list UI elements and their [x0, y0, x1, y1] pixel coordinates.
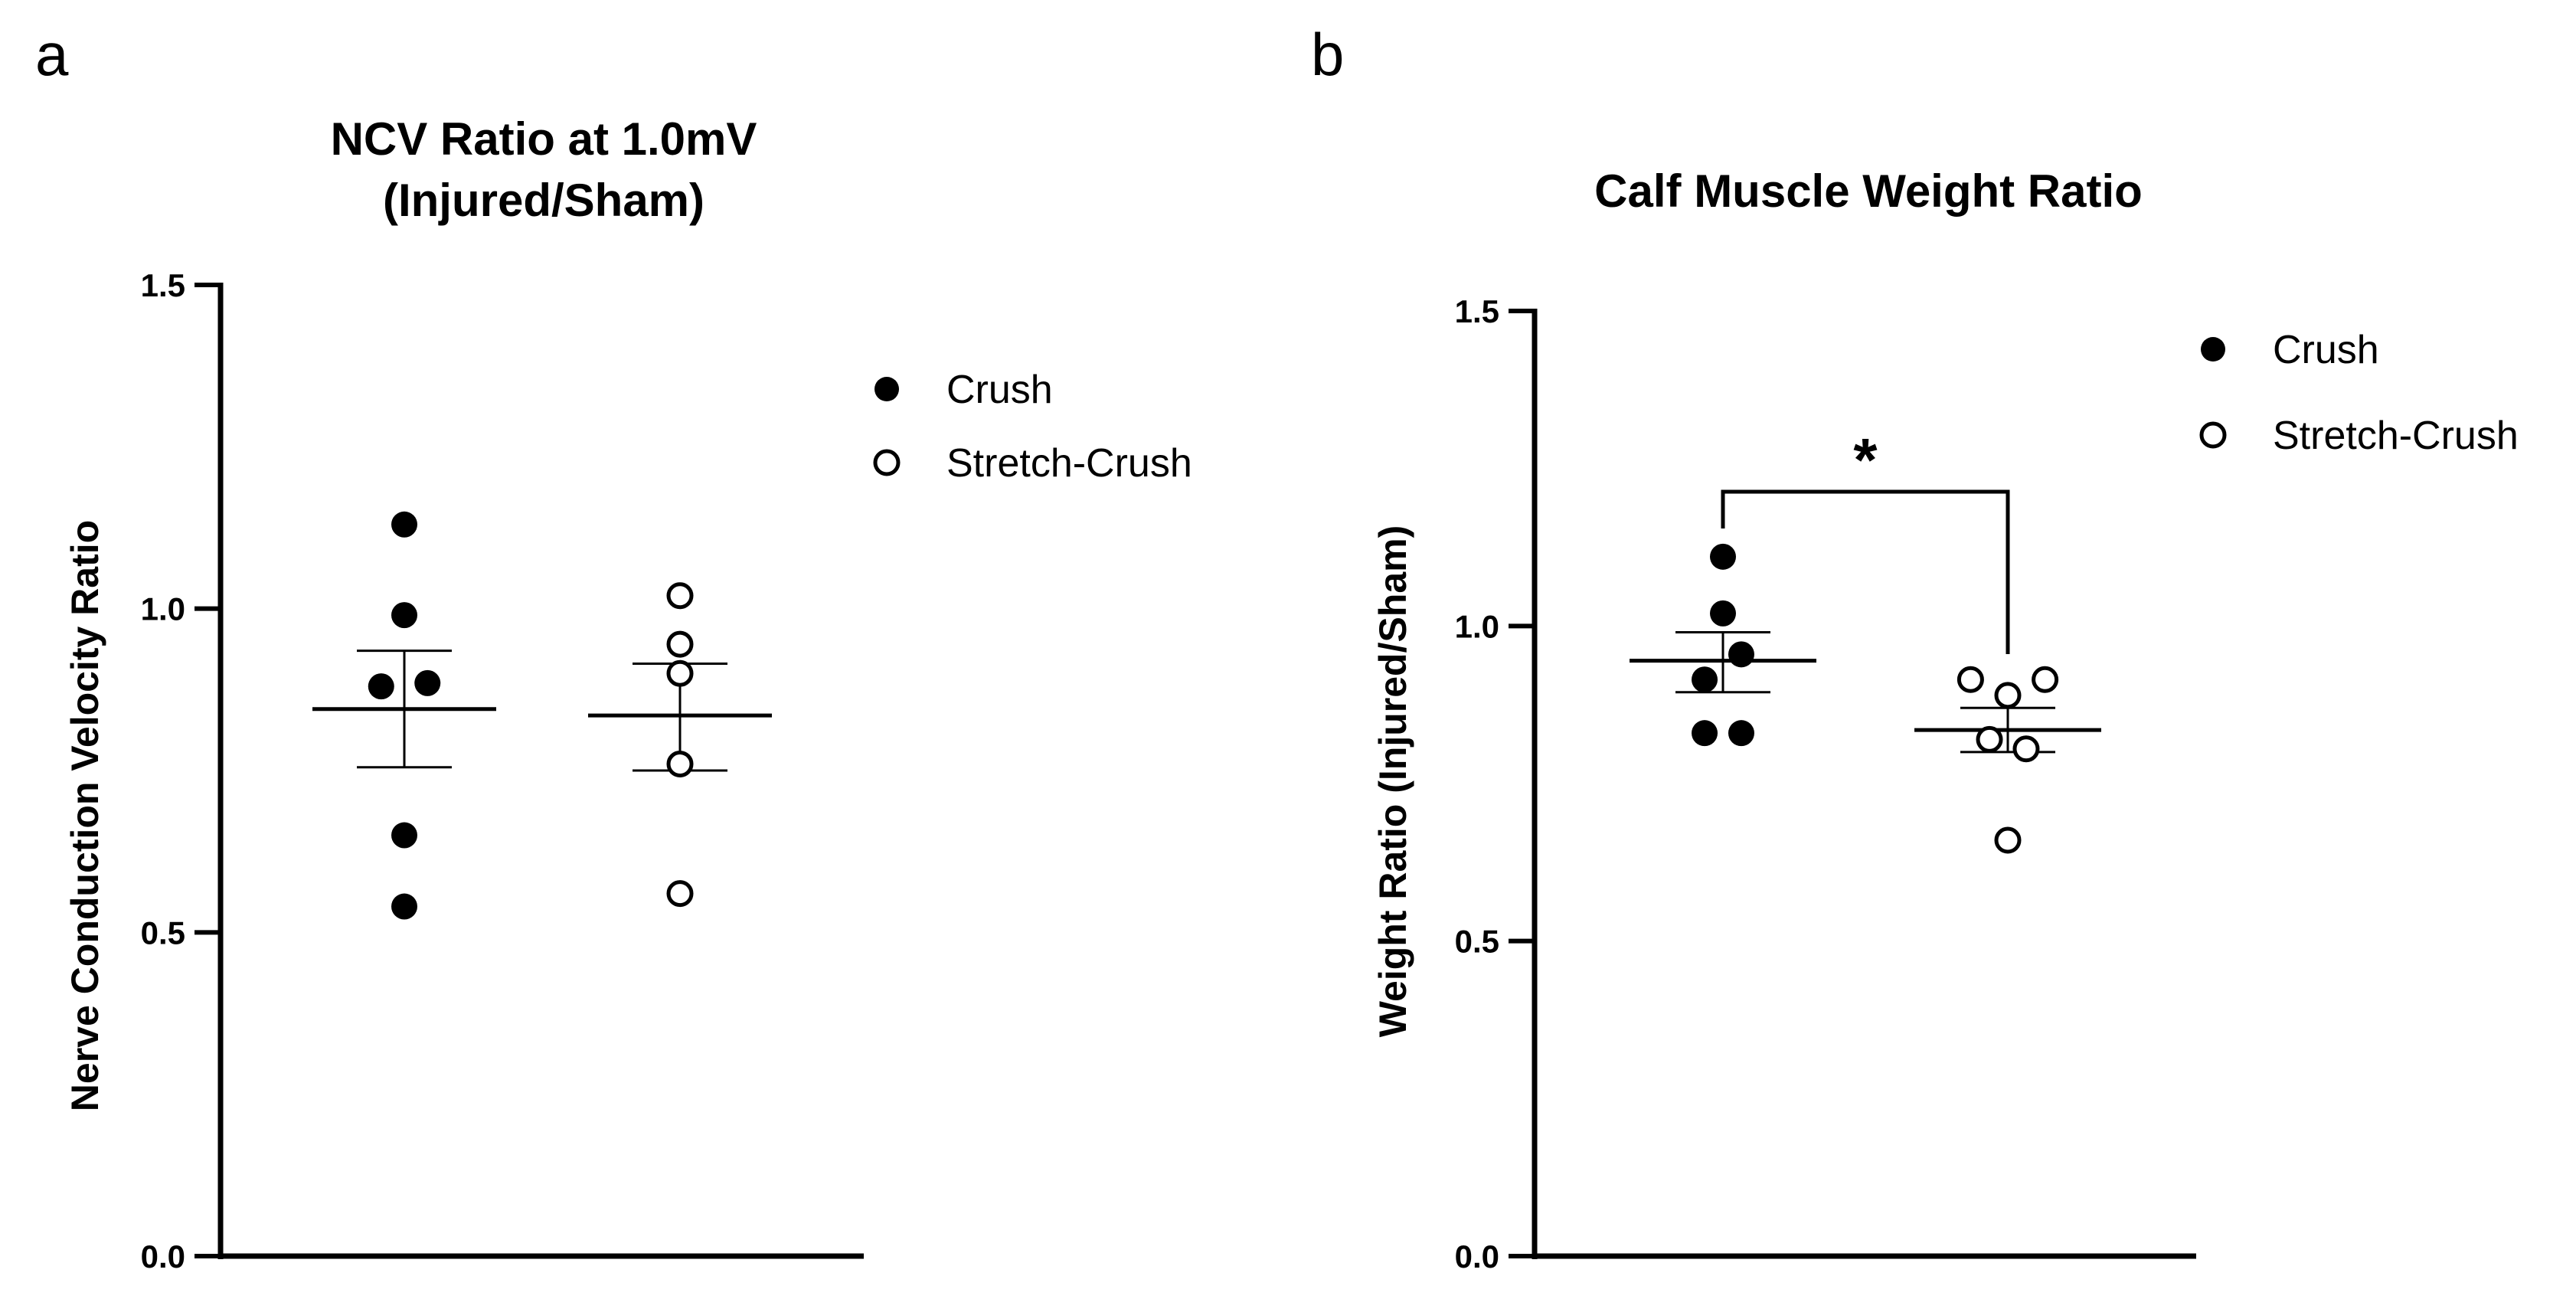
data-point — [414, 669, 441, 696]
data-point — [666, 880, 694, 908]
data-point — [2012, 735, 2040, 763]
data-point — [2032, 666, 2059, 693]
y-tick-label: 1.5 — [141, 267, 185, 303]
chart-title-line-2: (Injured/Sham) — [383, 175, 704, 226]
data-point — [368, 673, 394, 700]
legend-label: Stretch-Crush — [2273, 414, 2519, 458]
data-point — [1728, 720, 1754, 747]
data-point — [1957, 666, 1984, 693]
panel-b: b Calf Muscle Weight Ratio Weight Ratio … — [1311, 21, 2519, 1274]
legend-marker — [2199, 421, 2227, 449]
data-point — [1692, 720, 1718, 747]
data-point — [666, 582, 694, 610]
data-point — [666, 659, 694, 687]
plot-area: 0.0 0.5 1.0 1.5 Crush Stretch-Crush * — [1455, 293, 2519, 1274]
significance-bracket — [1721, 489, 2010, 654]
legend-label: Crush — [2273, 328, 2379, 372]
data-point — [391, 893, 417, 920]
data-point — [391, 602, 417, 629]
y-tick-label: 1.5 — [1455, 293, 1499, 329]
data-point — [1976, 725, 2003, 753]
data-point — [1710, 600, 1736, 627]
data-point — [1994, 826, 2022, 854]
y-tick-label: 0.5 — [141, 915, 185, 951]
y-tick-label: 0.0 — [141, 1238, 185, 1274]
data-point — [1728, 641, 1754, 668]
y-axis-label: Weight Ratio (Injured/Sham) — [1371, 525, 1414, 1038]
significance-label: * — [1853, 426, 1878, 494]
legend-marker — [2201, 337, 2225, 362]
y-tick-label: 0.5 — [1455, 924, 1499, 960]
legend-label: Crush — [946, 368, 1053, 412]
panel-a: a NCV Ratio at 1.0mV (Injured/Sham) Nerv… — [35, 21, 1192, 1274]
data-point — [1994, 682, 2022, 709]
y-tick-label: 0.0 — [1455, 1238, 1499, 1274]
data-point — [391, 822, 417, 849]
y-tick-label: 1.0 — [1455, 608, 1499, 644]
legend-marker — [873, 449, 901, 476]
data-point — [391, 511, 417, 538]
y-tick-label: 1.0 — [141, 591, 185, 627]
data-point — [1710, 543, 1736, 570]
legend-marker — [874, 377, 899, 401]
panel-letter-a: a — [35, 21, 69, 88]
data-point — [1692, 666, 1718, 693]
legend-label: Stretch-Crush — [946, 441, 1192, 486]
y-axis-label: Nerve Conduction Velocity Ratio — [64, 520, 106, 1111]
chart-title: Calf Muscle Weight Ratio — [1594, 165, 2143, 217]
data-point — [666, 630, 694, 658]
data-point — [666, 751, 694, 778]
panel-letter-b: b — [1311, 21, 1344, 88]
plot-area: 0.0 0.5 1.0 1.5 Crush Stretch-Crush — [141, 267, 1192, 1274]
chart-title-line-1: NCV Ratio at 1.0mV — [331, 113, 757, 165]
